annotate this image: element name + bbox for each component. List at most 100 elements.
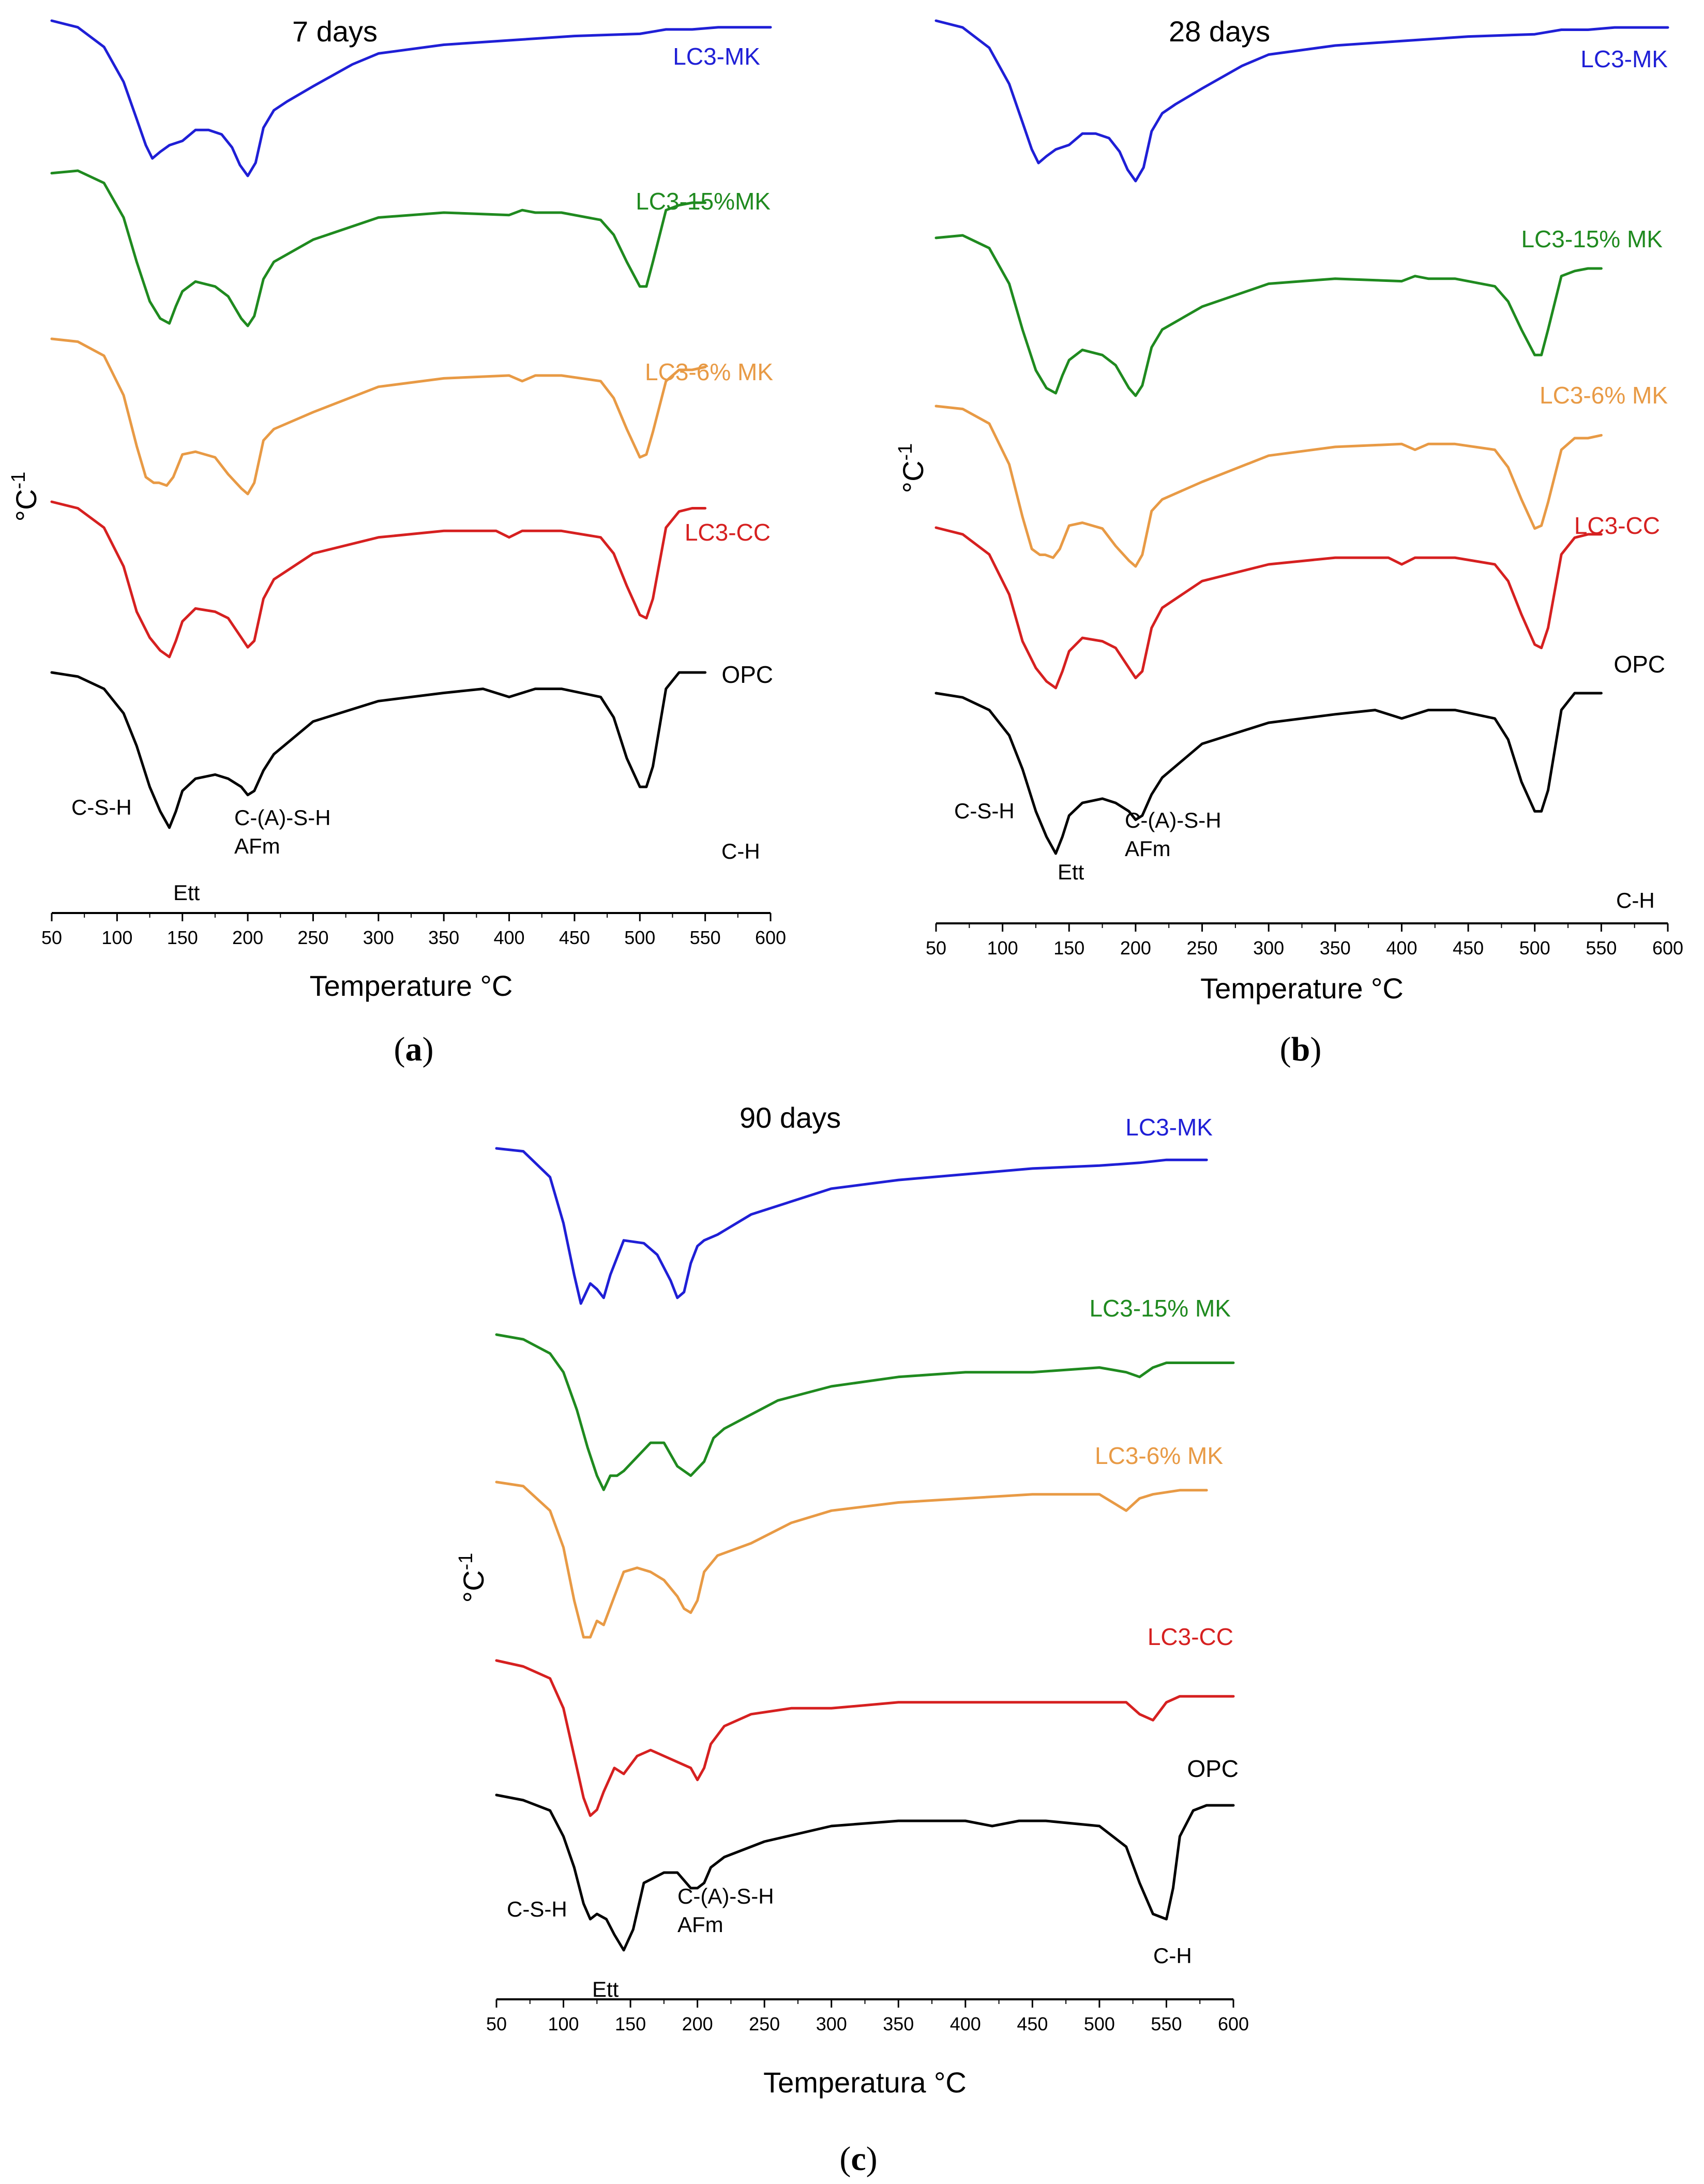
panel-caption: (a)	[394, 1030, 434, 1068]
x-tick-label-50: 50	[41, 927, 62, 948]
chart-panel-c: 90 days 50 100 150 200 250 300 350 400 450 500 550 6…	[455, 1101, 1249, 2178]
panel-caption: (b)	[1280, 1030, 1322, 1068]
annotation-ch: C-H	[1153, 1943, 1192, 1968]
x-tick-label-200: 200	[232, 927, 263, 948]
panel-caption-open: (	[1280, 1030, 1291, 1068]
annotation-cash: C-(A)-S-H	[677, 1884, 774, 1908]
x-tick-label-100: 100	[548, 2013, 579, 2035]
y-axis-label: °C-1	[895, 443, 929, 493]
series-label-opc: OPC	[1187, 1755, 1239, 1782]
series-label-lc3-cc: LC3-CC	[685, 519, 771, 546]
annotation-ett: Ett	[1058, 860, 1084, 884]
annotation-afm: AFm	[1125, 836, 1171, 861]
x-tick-label-550: 550	[1151, 2013, 1182, 2035]
annotation-cash: C-(A)-S-H	[1125, 808, 1222, 832]
x-tick-label-550: 550	[1586, 937, 1617, 959]
series-line-lc3-6pctmk	[495, 1480, 1208, 1639]
x-tick-label-600: 600	[1218, 2013, 1249, 2035]
chart-panel-b: 28 days 50 100 150 200 250 300 350 400 450 500 550 6…	[895, 15, 1683, 1068]
y-axis-label-unit: °C	[457, 1570, 490, 1603]
x-tick-label-300: 300	[1253, 937, 1284, 959]
series-line-lc3-mk	[934, 19, 1669, 183]
series-label-lc3-mk: LC3-MK	[1125, 1114, 1213, 1141]
x-tick-label-200: 200	[1120, 937, 1151, 959]
series-label-lc3-6pctmk: LC3-6% MK	[1540, 382, 1668, 409]
x-tick-label-350: 350	[883, 2013, 914, 2035]
x-tick-label-600: 600	[755, 927, 786, 948]
y-axis-label-unit: °C	[897, 460, 929, 493]
annotation-cash: C-(A)-S-H	[234, 805, 331, 830]
series-label-lc3-mk: LC3-MK	[1580, 46, 1668, 72]
x-tick-label-450: 450	[559, 927, 590, 948]
y-axis-label-exponent: -1	[8, 472, 29, 489]
x-tick-label-50: 50	[926, 937, 946, 959]
chart-title: 90 days	[740, 1101, 841, 1134]
panel-caption-close: )	[1310, 1030, 1321, 1068]
x-tick-label-400: 400	[950, 2013, 981, 2035]
x-tick-label-200: 200	[682, 2013, 713, 2035]
series-line-opc	[50, 671, 707, 829]
annotation-ett: Ett	[173, 880, 200, 905]
y-axis-label-unit: °C	[10, 489, 42, 521]
x-tick-label-500: 500	[1519, 937, 1550, 959]
annotation-ett: Ett	[592, 1977, 619, 2001]
x-tick-label-300: 300	[363, 927, 394, 948]
x-tick-label-150: 150	[1053, 937, 1084, 959]
y-axis-label: °C-1	[8, 472, 42, 522]
series-label-lc3-mk: LC3-MK	[673, 43, 760, 70]
x-tick-label-150: 150	[167, 927, 198, 948]
panel-caption-open: (	[394, 1030, 405, 1068]
series-label-lc3-6pctmk: LC3-6% MK	[1095, 1442, 1223, 1469]
y-axis-label: °C-1	[455, 1553, 490, 1603]
x-axis-label: Temperature °C	[310, 969, 513, 1002]
chart-panel-a: 7 days 50 100 150 200 250 300 350 400 450 500 550 60…	[8, 15, 786, 1068]
series-label-lc3-15pctmk: LC3-15% MK	[1521, 226, 1663, 252]
series-line-lc3-15pctmk	[934, 234, 1603, 397]
panel-caption-close: )	[866, 2140, 878, 2178]
x-tick-label-100: 100	[987, 937, 1018, 959]
series-line-opc	[934, 692, 1603, 855]
x-axis-label: Temperatura °C	[763, 2066, 967, 2099]
panel-caption-close: )	[423, 1030, 434, 1068]
series-line-lc3-15pctmk	[50, 169, 707, 327]
chart-title: 28 days	[1169, 15, 1270, 48]
panel-caption-open: (	[839, 2140, 851, 2178]
x-tick-label-250: 250	[297, 927, 328, 948]
panel-caption-letter: b	[1291, 1030, 1310, 1068]
series-line-lc3-cc	[495, 1659, 1235, 1817]
series-label-lc3-6pctmk: LC3-6% MK	[645, 358, 773, 385]
x-tick-label-250: 250	[749, 2013, 780, 2035]
annotation-ch: C-H	[721, 839, 760, 863]
series-line-lc3-cc	[934, 526, 1603, 690]
x-tick-label-400: 400	[494, 927, 525, 948]
panel-caption-letter: c	[851, 2140, 866, 2178]
figure-layer: 7 days 50 100 150 200 250 300 350 400 450 500 550 60…	[8, 15, 1683, 2178]
annotation-csh: C-S-H	[507, 1897, 567, 1921]
series-label-opc: OPC	[721, 661, 773, 688]
series-label-lc3-15pctmk: LC3-15%MK	[636, 188, 771, 215]
annotation-csh: C-S-H	[71, 795, 132, 819]
x-tick-label-150: 150	[615, 2013, 646, 2035]
series-label-opc: OPC	[1613, 651, 1665, 678]
series-label-lc3-15pctmk: LC3-15% MK	[1089, 1295, 1231, 1322]
x-axis-label: Temperature °C	[1200, 972, 1404, 1005]
annotation-afm: AFm	[234, 834, 280, 858]
x-tick-label-550: 550	[690, 927, 721, 948]
x-tick-label-600: 600	[1652, 937, 1683, 959]
x-tick-label-500: 500	[1084, 2013, 1115, 2035]
annotation-ch: C-H	[1616, 888, 1655, 913]
x-tick-label-300: 300	[816, 2013, 847, 2035]
x-tick-label-350: 350	[1320, 937, 1351, 959]
annotation-afm: AFm	[677, 1912, 723, 1937]
y-axis-label-exponent: -1	[455, 1553, 477, 1570]
x-tick-label-50: 50	[486, 2013, 507, 2035]
series-label-lc3-cc: LC3-CC	[1148, 1623, 1233, 1650]
series-line-lc3-cc	[50, 500, 707, 659]
series-line-lc3-mk	[50, 19, 772, 177]
panel-caption: (c)	[839, 2140, 877, 2178]
series-line-lc3-6pctmk	[934, 405, 1603, 568]
x-tick-label-450: 450	[1453, 937, 1484, 959]
chart-title: 7 days	[292, 15, 378, 48]
